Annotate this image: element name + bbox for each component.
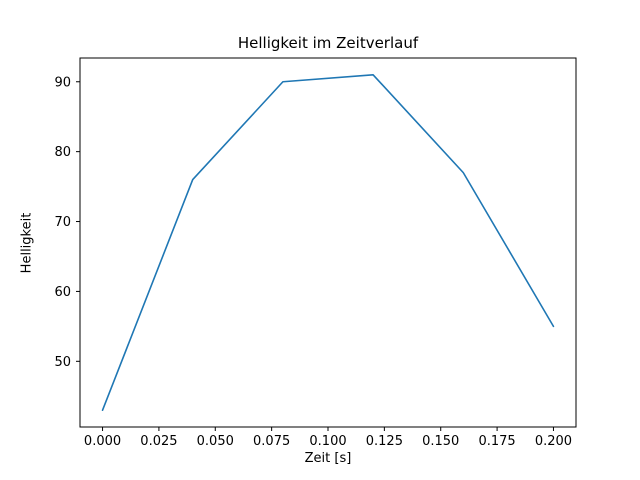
x-tick-label: 0.025	[140, 434, 177, 449]
y-tick-label: 50	[54, 355, 71, 370]
chart-title: Helligkeit im Zeitverlauf	[237, 34, 419, 52]
x-tick-label: 0.125	[366, 434, 403, 449]
x-tick-label: 0.200	[535, 434, 572, 449]
data-line	[101, 73, 555, 412]
y-tick-label: 90	[54, 75, 71, 90]
y-tick-label: 60	[54, 285, 71, 300]
x-axis-label: Zeit [s]	[304, 451, 352, 466]
x-tick-label: 0.175	[478, 434, 515, 449]
axes-spines	[79, 57, 577, 428]
x-tick-label: 0.100	[309, 434, 346, 449]
y-axis-label: Helligkeit	[19, 212, 35, 274]
x-tick-label: 0.000	[84, 434, 121, 449]
x-tick-label: 0.150	[422, 434, 459, 449]
y-tick-label: 70	[54, 215, 71, 230]
x-tick-label: 0.050	[197, 434, 234, 449]
x-tick-label: 0.075	[253, 434, 290, 449]
y-tick-label: 80	[54, 145, 71, 160]
